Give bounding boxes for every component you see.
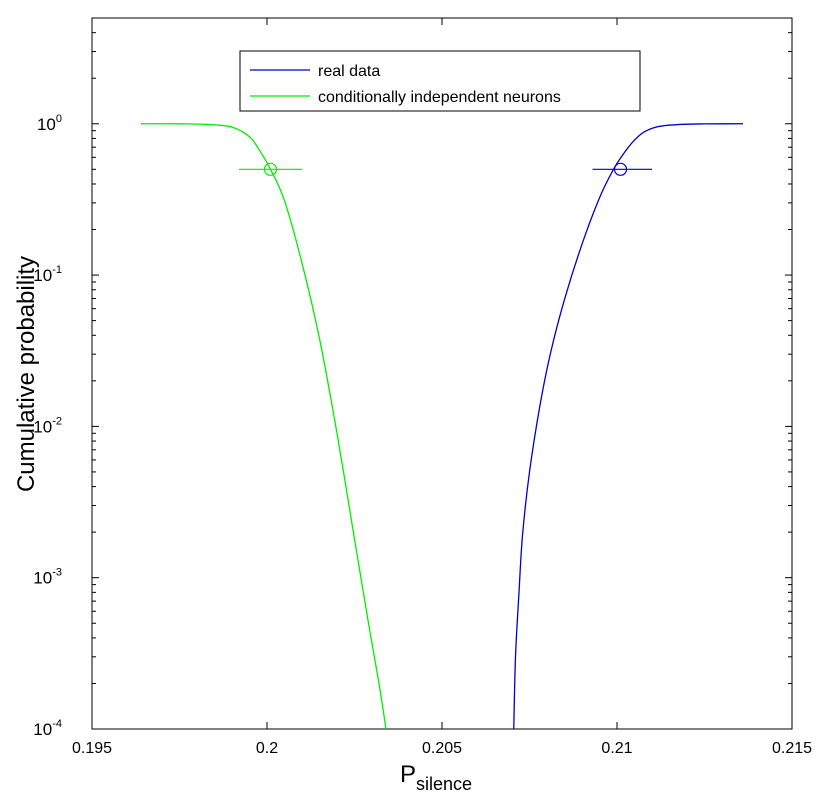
series-layer — [140, 123, 744, 730]
legend-label-conditionally-independent: conditionally independent neurons — [318, 89, 561, 106]
x-axis-label: Psilence — [400, 761, 472, 794]
series-marker-1 — [263, 162, 278, 176]
x-tick-label: 0.195 — [72, 740, 112, 757]
plot-area — [91, 17, 793, 730]
legend-box — [239, 50, 641, 112]
y-tick-label: 10-3 — [33, 567, 62, 588]
legend: real data conditionally independent neur… — [239, 50, 641, 112]
legend-label-real-data: real data — [318, 63, 380, 80]
x-tick-label: 0.2 — [256, 740, 278, 757]
y-tick-label: 10-4 — [33, 718, 62, 739]
x-tick-label: 0.215 — [772, 740, 812, 757]
y-axis-label: Cumulative probability — [13, 256, 40, 492]
x-axis-label-subscript: silence — [416, 774, 472, 794]
x-axis-label-main: P — [400, 761, 416, 788]
y-tick-label: 10-1 — [33, 264, 62, 285]
y-tick-label: 100 — [37, 113, 62, 134]
x-tick-label: 0.205 — [422, 740, 462, 757]
x-tick-label: 0.21 — [601, 740, 632, 757]
y-tick-label: 10-2 — [33, 415, 62, 436]
series-marker-0 — [613, 162, 628, 176]
series-line-1 — [140, 123, 387, 730]
series-line-0 — [513, 123, 744, 730]
tick-layer: 0.195 0.2 0.205 0.21 0.215 100 10-1 10-2 10-3 10-… — [33, 18, 812, 757]
